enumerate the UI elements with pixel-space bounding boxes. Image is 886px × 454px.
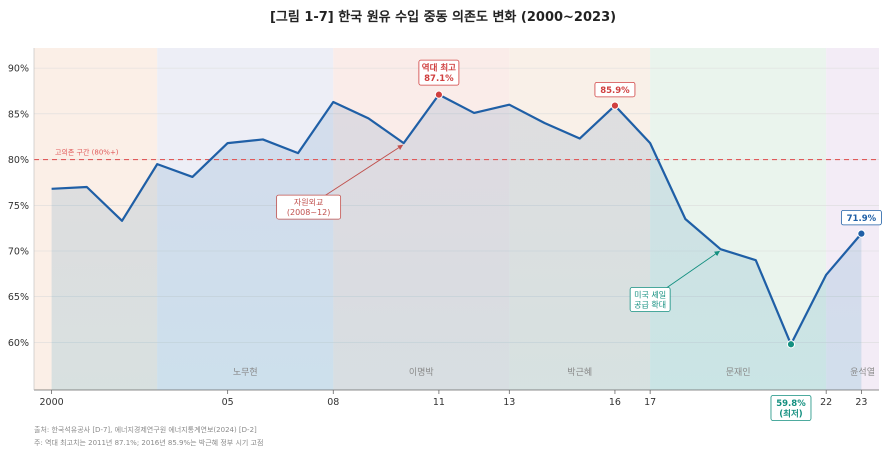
annotation-box bbox=[629, 287, 671, 312]
remark-note: 주: 역대 최고치는 2011년 87.1%; 2016년 85.9%는 박근혜… bbox=[34, 439, 264, 447]
highlight-point bbox=[857, 229, 866, 238]
x-tick-label: 2000 bbox=[40, 397, 64, 408]
annotation-label: 미국 셰일 bbox=[634, 290, 666, 299]
highlight-label-box bbox=[770, 395, 812, 421]
source-note: 출처: 한국석유공사 [D-7], 에너지경제연구원 에너지통계연보(2024)… bbox=[34, 426, 257, 434]
footnotes: 출처: 한국석유공사 [D-7], 에너지경제연구원 에너지통계연보(2024)… bbox=[34, 424, 263, 450]
annotation-label: 자원외교 bbox=[294, 197, 323, 207]
threshold-label: 고의존 구간 (80%+) bbox=[55, 148, 119, 157]
highlight-label: 역대 최고 bbox=[422, 63, 456, 74]
annotation-arrow bbox=[322, 144, 404, 198]
series-area bbox=[51, 94, 862, 391]
annotation-box bbox=[276, 194, 342, 220]
highlight-point bbox=[610, 101, 620, 110]
highlight-label-box bbox=[840, 209, 882, 226]
annotation-label: 공급 확대 bbox=[634, 299, 666, 309]
y-tick-label: 65% bbox=[8, 292, 29, 303]
series-line bbox=[51, 93, 863, 346]
chart-title: [그림 1-7] 한국 원유 수입 중동 의존도 변화 (2000~2023) bbox=[269, 10, 617, 25]
highlight-label: 85.9% bbox=[600, 86, 630, 96]
x-tick-label: 11 bbox=[433, 397, 445, 408]
highlight-label: 59.8% bbox=[776, 399, 806, 409]
annotation-arrow bbox=[663, 250, 721, 290]
highlight-label: (최저) bbox=[779, 409, 803, 420]
highlight-label-box bbox=[594, 81, 636, 98]
x-tick-label: 23 bbox=[855, 397, 867, 408]
highlight-label-box bbox=[418, 59, 460, 86]
era-label: 노무현 bbox=[233, 367, 258, 378]
era-label: 이명박 bbox=[409, 367, 434, 378]
x-tick-label: 13 bbox=[503, 397, 515, 408]
highlight-point bbox=[786, 340, 796, 349]
y-tick-label: 80% bbox=[8, 155, 29, 166]
y-tick-label: 75% bbox=[8, 201, 29, 212]
x-tick-label: 22 bbox=[820, 397, 832, 408]
era-label: 박근혜 bbox=[567, 366, 592, 378]
y-tick-label: 70% bbox=[8, 247, 29, 258]
era-label: 문재인 bbox=[726, 367, 751, 378]
x-tick-label: 17 bbox=[644, 397, 656, 408]
y-tick-label: 85% bbox=[8, 109, 29, 120]
x-tick-label: 08 bbox=[327, 397, 339, 408]
y-tick-label: 90% bbox=[8, 64, 29, 75]
highlight-label: 71.9% bbox=[847, 214, 877, 224]
y-tick-label: 60% bbox=[8, 338, 29, 349]
annotation-label: (2008~12) bbox=[287, 208, 330, 217]
highlight-point bbox=[434, 90, 443, 99]
highlight-label: 87.1% bbox=[424, 74, 454, 84]
x-tick-label: 05 bbox=[222, 397, 234, 408]
x-tick-label: 16 bbox=[609, 397, 621, 408]
era-label: 윤석열 bbox=[850, 367, 875, 378]
